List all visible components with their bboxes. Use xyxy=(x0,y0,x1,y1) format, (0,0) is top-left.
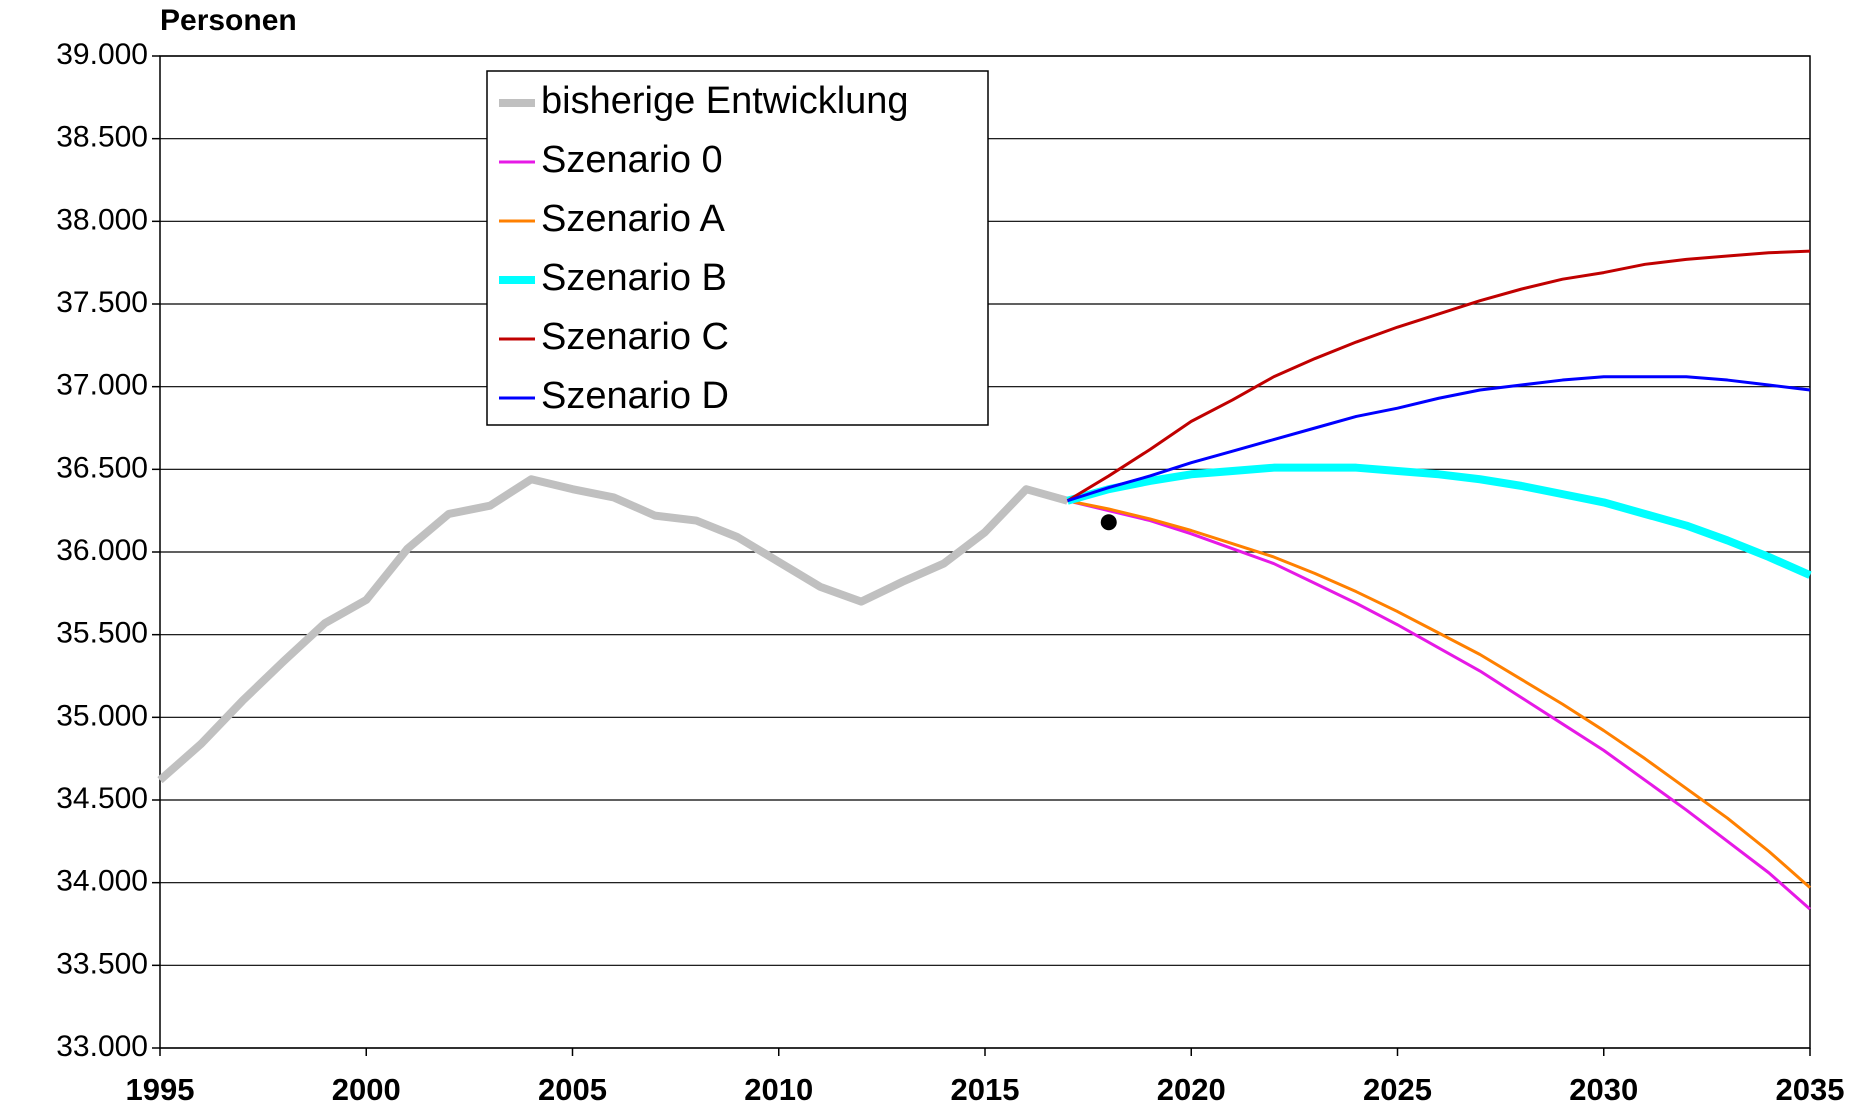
y-tick-label: 37.000 xyxy=(56,369,148,402)
y-tick-label: 33.000 xyxy=(56,1030,148,1063)
x-tick-label: 2030 xyxy=(1569,1072,1638,1105)
y-tick-label: 35.000 xyxy=(56,699,148,732)
legend-label: bisherige Entwicklung xyxy=(541,80,909,122)
y-tick-label: 34.500 xyxy=(56,782,148,815)
series-line xyxy=(1066,249,1811,503)
y-tick-label: 39.000 xyxy=(56,38,148,71)
x-tick-label: 2010 xyxy=(744,1072,813,1105)
y-axis-label: Personen xyxy=(160,4,297,37)
series-line xyxy=(1067,375,1811,503)
y-tick-label: 38.500 xyxy=(56,121,148,154)
legend-label: Szenario C xyxy=(541,316,729,358)
x-tick-label: 2035 xyxy=(1776,1072,1845,1105)
x-tick-label: 2015 xyxy=(951,1072,1020,1105)
y-tick-label: 37.500 xyxy=(56,286,148,319)
y-tick-label: 35.500 xyxy=(56,617,148,650)
legend-label: Szenario D xyxy=(541,375,729,417)
legend-label: Szenario A xyxy=(541,198,725,240)
y-tick-label: 34.000 xyxy=(56,865,148,898)
y-tick-label: 36.500 xyxy=(56,451,148,484)
series-line xyxy=(1067,499,1811,911)
x-tick-label: 2005 xyxy=(538,1072,607,1105)
marker-point xyxy=(1100,514,1117,531)
y-tick-label: 33.500 xyxy=(56,947,148,980)
x-tick-label: 2000 xyxy=(332,1072,401,1105)
y-tick-label: 38.000 xyxy=(56,203,148,236)
legend-label: Szenario B xyxy=(541,257,727,299)
series-line xyxy=(1066,463,1812,579)
legend-box xyxy=(486,70,989,426)
series-line xyxy=(1067,499,1811,889)
x-tick-label: 2020 xyxy=(1157,1072,1226,1105)
y-tick-label: 36.000 xyxy=(56,534,148,567)
legend-label: Szenario 0 xyxy=(541,139,723,181)
x-tick-label: 1995 xyxy=(126,1072,195,1105)
x-tick-label: 2025 xyxy=(1363,1072,1432,1105)
series-line xyxy=(157,475,1069,784)
